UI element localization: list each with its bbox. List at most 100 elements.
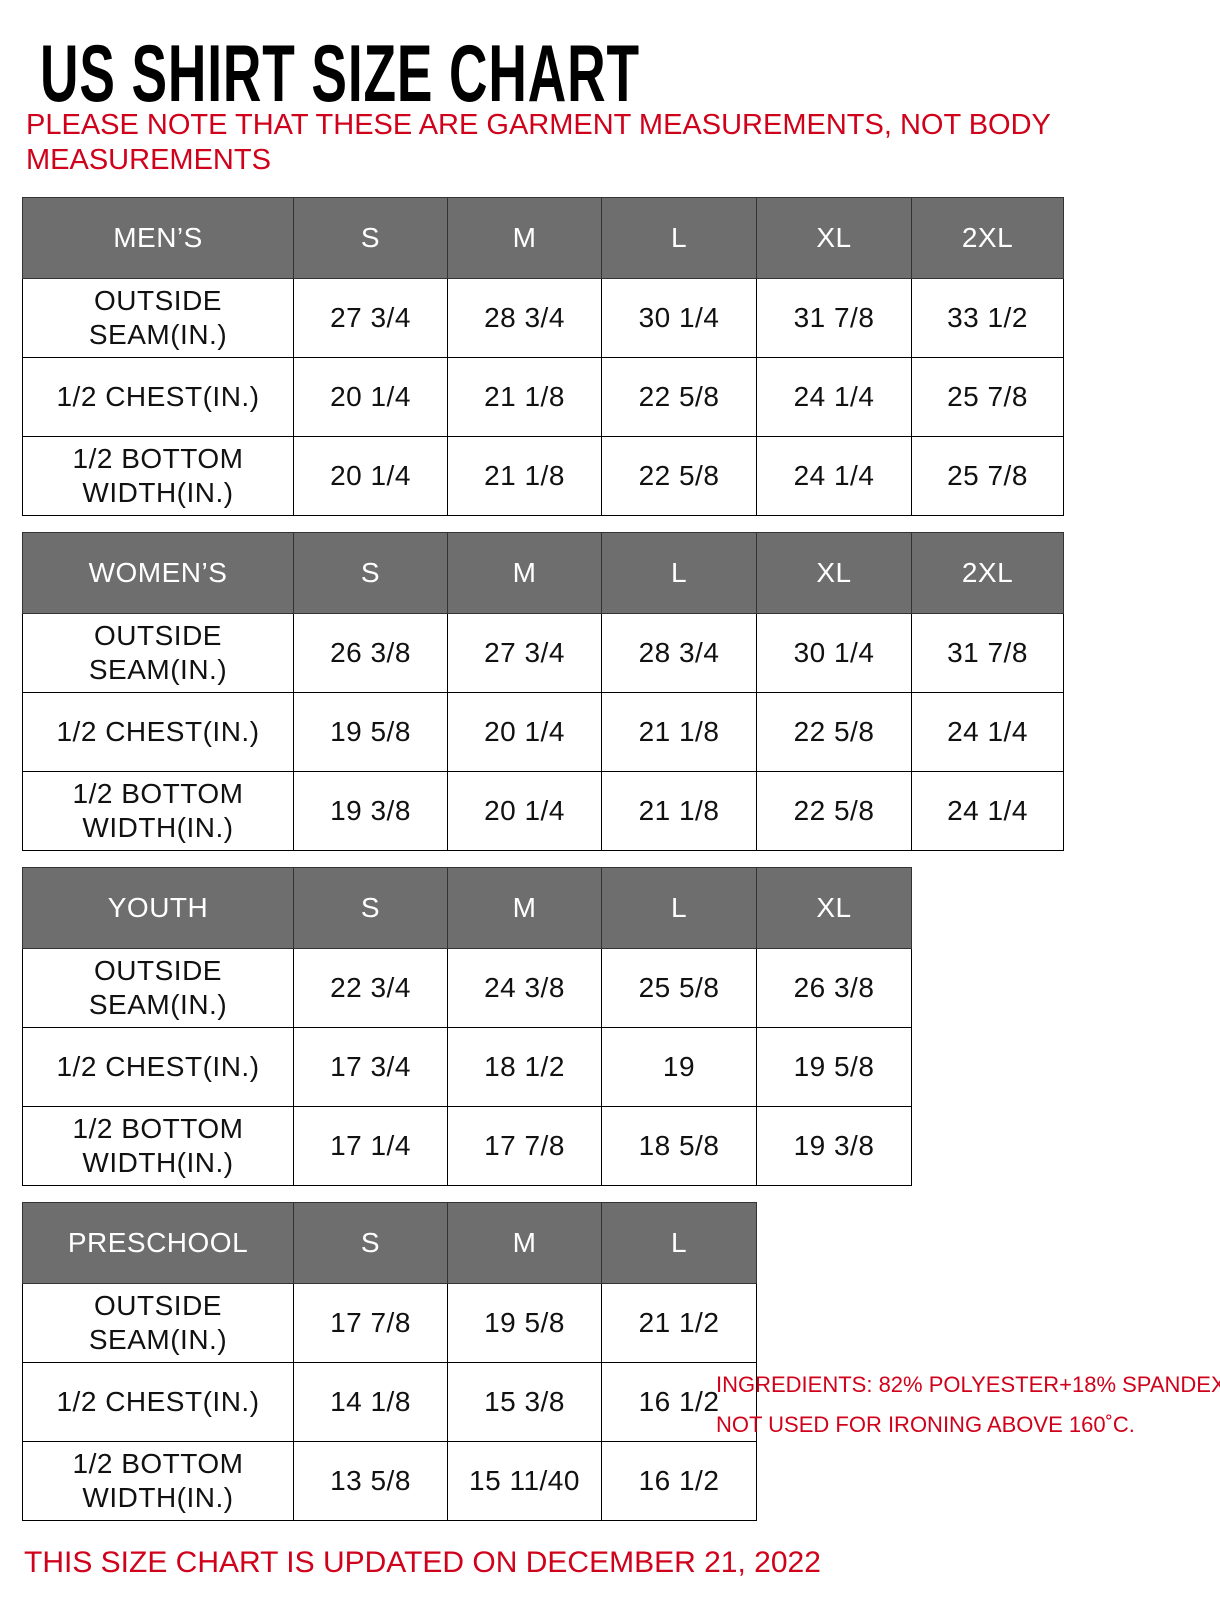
size-header: XL <box>756 197 912 279</box>
measurement-value: 20 1/4 <box>293 436 448 516</box>
measurement-value: 16 1/2 <box>601 1362 757 1442</box>
measurement-label: 1/2 BOTTOM WIDTH(IN.) <box>22 771 294 851</box>
measurement-value: 33 1/2 <box>911 278 1064 358</box>
measurement-value: 19 <box>601 1027 757 1107</box>
measurement-label: 1/2 BOTTOM WIDTH(IN.) <box>22 1106 294 1186</box>
measurement-value: 19 5/8 <box>756 1027 912 1107</box>
table-row: 1/2 BOTTOM WIDTH(IN.) 17 1/4 17 7/8 18 5/8 1… <box>22 1106 912 1186</box>
measurement-value: 22 5/8 <box>601 436 757 516</box>
measurement-value: 20 1/4 <box>447 771 602 851</box>
measurement-value: 24 1/4 <box>756 436 912 516</box>
measurement-value: 14 1/8 <box>293 1362 448 1442</box>
table-row: OUTSIDE SEAM(IN.) 22 3/4 24 3/8 25 5/8 26 3/… <box>22 948 912 1028</box>
table-row: 1/2 CHEST(IN.) 19 5/8 20 1/4 21 1/8 22 5/8 24… <box>22 692 1064 772</box>
measurement-value: 21 1/8 <box>601 692 757 772</box>
measurement-value: 27 3/4 <box>293 278 448 358</box>
measurement-value: 21 1/8 <box>447 436 602 516</box>
size-header: L <box>601 1202 757 1284</box>
size-header: S <box>293 197 448 279</box>
measurement-value: 15 3/8 <box>447 1362 602 1442</box>
table-row: 1/2 BOTTOM WIDTH(IN.) 20 1/4 21 1/8 22 5/8 2… <box>22 436 1064 516</box>
measurement-value: 24 1/4 <box>756 357 912 437</box>
size-header: L <box>601 532 757 614</box>
measurement-value: 26 3/8 <box>293 613 448 693</box>
size-header: M <box>447 532 602 614</box>
measurement-value: 25 5/8 <box>601 948 757 1028</box>
size-header: M <box>447 197 602 279</box>
page-title: US SHIRT SIZE CHART <box>40 29 640 119</box>
table-header-row: WOMEN’S S M L XL 2XL <box>22 532 1064 614</box>
measurement-value: 20 1/4 <box>447 692 602 772</box>
measurement-label: 1/2 BOTTOM WIDTH(IN.) <box>22 1441 294 1521</box>
section-name: MEN’S <box>22 197 294 279</box>
measurement-value: 19 5/8 <box>293 692 448 772</box>
size-header: L <box>601 867 757 949</box>
size-table-preschool: PRESCHOOL S M L OUTSIDE SEAM(IN.) 17 7/8 19 5/… <box>22 1202 757 1521</box>
measurement-label: OUTSIDE SEAM(IN.) <box>22 1283 294 1363</box>
size-header: L <box>601 197 757 279</box>
ironing-text: NOT USED FOR IRONING ABOVE 160˚C. <box>716 1412 1135 1437</box>
section-name: WOMEN’S <box>22 532 294 614</box>
measurement-value: 21 1/8 <box>601 771 757 851</box>
table-row: 1/2 CHEST(IN.) 14 1/8 15 3/8 16 1/2 <box>22 1362 757 1442</box>
measurement-value: 18 1/2 <box>447 1027 602 1107</box>
measurement-value: 17 3/4 <box>293 1027 448 1107</box>
measurement-value: 17 7/8 <box>447 1106 602 1186</box>
measurement-label: 1/2 CHEST(IN.) <box>22 357 294 437</box>
measurement-value: 24 1/4 <box>911 692 1064 772</box>
measurement-value: 28 3/4 <box>601 613 757 693</box>
table-row: 1/2 BOTTOM WIDTH(IN.) 19 3/8 20 1/4 21 1/8 2… <box>22 771 1064 851</box>
measurement-value: 19 3/8 <box>293 771 448 851</box>
size-table-womens: WOMEN’S S M L XL 2XL OUTSIDE SEAM(IN.) 26 3/8 27… <box>22 532 1064 851</box>
measurement-value: 21 1/2 <box>601 1283 757 1363</box>
measurement-value: 19 5/8 <box>447 1283 602 1363</box>
measurement-label: OUTSIDE SEAM(IN.) <box>22 613 294 693</box>
measurement-value: 20 1/4 <box>293 357 448 437</box>
section-name: YOUTH <box>22 867 294 949</box>
measurement-value: 24 1/4 <box>911 771 1064 851</box>
size-header: XL <box>756 867 912 949</box>
measurement-value: 18 5/8 <box>601 1106 757 1186</box>
table-row: 1/2 CHEST(IN.) 17 3/4 18 1/2 19 19 5/8 <box>22 1027 912 1107</box>
measurement-label: 1/2 CHEST(IN.) <box>22 1362 294 1442</box>
measurement-value: 15 11/40 <box>447 1441 602 1521</box>
table-row: OUTSIDE SEAM(IN.) 26 3/8 27 3/4 28 3/4 30 1/… <box>22 613 1064 693</box>
measurement-value: 22 5/8 <box>601 357 757 437</box>
measurement-value: 26 3/8 <box>756 948 912 1028</box>
measurement-value: 30 1/4 <box>756 613 912 693</box>
garment-measurement-note: PLEASE NOTE THAT THESE ARE GARMENT MEASU… <box>26 109 1051 176</box>
size-header: 2XL <box>911 532 1064 614</box>
table-row: OUTSIDE SEAM(IN.) 27 3/4 28 3/4 30 1/4 31 7/… <box>22 278 1064 358</box>
size-table-mens: MEN’S S M L XL 2XL OUTSIDE SEAM(IN.) 27 3/4 28 3… <box>22 197 1064 516</box>
measurement-label: 1/2 CHEST(IN.) <box>22 1027 294 1107</box>
table-row: 1/2 BOTTOM WIDTH(IN.) 13 5/8 15 11/40 16 1/… <box>22 1441 757 1521</box>
size-header: 2XL <box>911 197 1064 279</box>
table-header-row: YOUTH S M L XL <box>22 867 912 949</box>
measurement-label: 1/2 CHEST(IN.) <box>22 692 294 772</box>
size-header: M <box>447 1202 602 1284</box>
measurement-label: OUTSIDE SEAM(IN.) <box>22 948 294 1028</box>
size-header: M <box>447 867 602 949</box>
measurement-value: 22 5/8 <box>756 771 912 851</box>
measurement-label: OUTSIDE SEAM(IN.) <box>22 278 294 358</box>
size-header: XL <box>756 532 912 614</box>
measurement-value: 21 1/8 <box>447 357 602 437</box>
measurement-value: 25 7/8 <box>911 357 1064 437</box>
table-header-row: MEN’S S M L XL 2XL <box>22 197 1064 279</box>
measurement-value: 31 7/8 <box>756 278 912 358</box>
size-table-youth: YOUTH S M L XL OUTSIDE SEAM(IN.) 22 3/4 24 3/8 2… <box>22 867 912 1186</box>
measurement-value: 24 3/8 <box>447 948 602 1028</box>
measurement-value: 25 7/8 <box>911 436 1064 516</box>
measurement-value: 27 3/4 <box>447 613 602 693</box>
table-header-row: PRESCHOOL S M L <box>22 1202 757 1284</box>
table-row: 1/2 CHEST(IN.) 20 1/4 21 1/8 22 5/8 24 1/4 25… <box>22 357 1064 437</box>
updated-date-text: THIS SIZE CHART IS UPDATED ON DECEMBER 2… <box>24 1546 821 1579</box>
measurement-value: 17 1/4 <box>293 1106 448 1186</box>
measurement-value: 19 3/8 <box>756 1106 912 1186</box>
measurement-value: 31 7/8 <box>911 613 1064 693</box>
size-header: S <box>293 1202 448 1284</box>
measurement-value: 22 3/4 <box>293 948 448 1028</box>
measurement-value: 16 1/2 <box>601 1441 757 1521</box>
section-name: PRESCHOOL <box>22 1202 294 1284</box>
measurement-value: 13 5/8 <box>293 1441 448 1521</box>
